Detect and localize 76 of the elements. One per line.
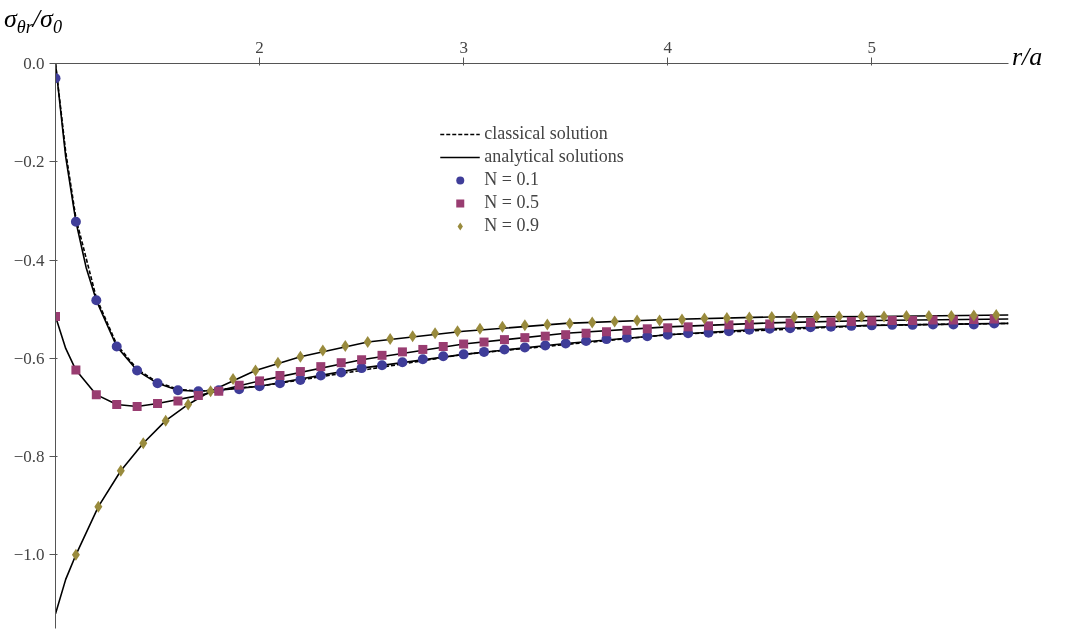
legend-label: N = 0.9 (484, 215, 539, 236)
point (499, 335, 509, 345)
point (704, 321, 714, 331)
point (744, 319, 754, 329)
point (908, 315, 918, 325)
x-axis-title: r/a (1012, 41, 1043, 73)
point (438, 351, 449, 362)
x-tick-label: 2 (255, 37, 264, 57)
point (418, 344, 428, 354)
point (91, 390, 101, 400)
point (581, 328, 591, 338)
point (132, 401, 142, 411)
point (112, 399, 122, 409)
point (846, 316, 856, 326)
point (152, 378, 163, 389)
point (341, 340, 350, 352)
point (806, 317, 816, 327)
point (479, 337, 489, 347)
point (357, 355, 367, 365)
legend-label: analytical solutions (484, 146, 624, 167)
y-tick-label: −0.8 (13, 447, 45, 467)
point (826, 317, 836, 327)
point (234, 380, 244, 390)
point (377, 360, 388, 371)
point (540, 340, 551, 351)
point (132, 365, 143, 376)
point (275, 370, 285, 380)
point (336, 367, 347, 378)
y-tick-label: 0.0 (23, 54, 45, 73)
point (397, 357, 408, 368)
legend-label: N = 0.1 (484, 169, 539, 190)
x-tick-label: 4 (663, 37, 673, 57)
point (417, 354, 428, 365)
point (479, 346, 490, 357)
y-tick-label: −0.2 (13, 152, 45, 172)
point (722, 312, 731, 324)
point (377, 350, 387, 360)
y-tick-label: −0.6 (13, 348, 45, 368)
x-tick-label: 3 (459, 37, 468, 57)
y-tick-label: −1.0 (13, 545, 45, 565)
point (642, 324, 652, 334)
point (111, 341, 122, 352)
point (683, 322, 693, 332)
point (561, 330, 571, 340)
point (601, 327, 611, 337)
point (867, 316, 877, 326)
point (255, 376, 265, 386)
point (71, 365, 81, 375)
y-tick-label: −0.4 (13, 250, 45, 270)
point (173, 396, 183, 406)
point (316, 362, 326, 372)
point (356, 363, 367, 374)
point (153, 398, 163, 408)
point (315, 370, 326, 381)
point (193, 391, 203, 401)
point (519, 342, 530, 353)
point (70, 216, 81, 227)
point (295, 367, 305, 377)
point (622, 325, 632, 335)
point (172, 385, 183, 396)
y-axis-title: σ$_{θr}$/σ$_{0}$ (4, 3, 62, 40)
x-tick-label: 5 (867, 37, 877, 57)
point (397, 347, 407, 357)
legend-label: classical solution (484, 123, 608, 144)
point (663, 323, 673, 333)
point (887, 315, 897, 325)
point (560, 338, 571, 349)
legend-label: N = 0.5 (484, 192, 539, 213)
point (459, 339, 469, 349)
point (458, 349, 469, 360)
point (499, 344, 510, 355)
point (91, 295, 102, 306)
point (438, 341, 448, 351)
point (336, 358, 346, 368)
point (540, 331, 550, 341)
point (520, 333, 530, 343)
